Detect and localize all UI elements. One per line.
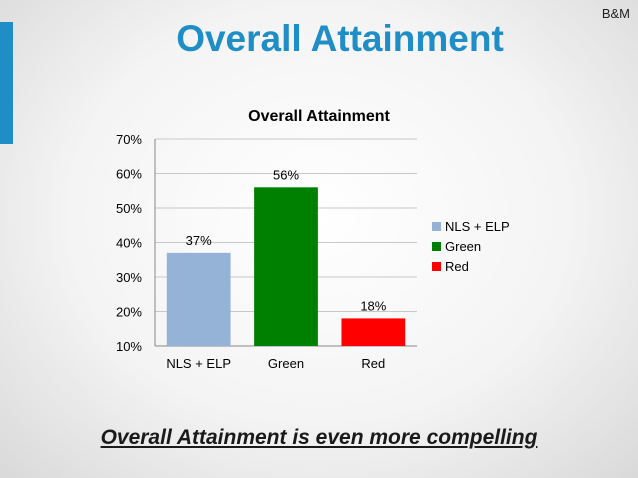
chart-title: Overall Attainment (248, 108, 390, 125)
y-tick-label: 60% (116, 167, 142, 182)
y-tick-label: 70% (116, 132, 142, 147)
bar-red (341, 318, 406, 346)
y-tick-label: 50% (116, 201, 142, 216)
corner-tag: B&M (601, 6, 630, 21)
y-tick-label: 10% (116, 339, 142, 354)
data-label: 37% (186, 233, 212, 248)
footer-statement: Overall Attainment is even more compelli… (100, 426, 538, 449)
bar-green (254, 187, 318, 346)
x-tick-label: Red (361, 356, 385, 371)
legend-entry: Green (445, 239, 481, 254)
y-tick-label: 30% (116, 270, 142, 285)
data-label: 18% (360, 298, 386, 313)
slide-title: Overall Attainment (176, 18, 504, 59)
bar-nls-elp (166, 252, 231, 346)
legend-swatch (432, 262, 441, 271)
y-tick-label: 40% (116, 236, 142, 251)
legend-entry: NLS + ELP (445, 219, 510, 234)
data-label: 56% (273, 167, 299, 182)
legend-entry: Red (445, 259, 469, 274)
x-tick-label: NLS + ELP (166, 356, 231, 371)
x-tick-label: Green (268, 356, 304, 371)
legend-swatch (432, 222, 441, 231)
title-accent-bar (0, 22, 13, 144)
legend-swatch (432, 242, 441, 251)
y-tick-label: 20% (116, 305, 142, 320)
